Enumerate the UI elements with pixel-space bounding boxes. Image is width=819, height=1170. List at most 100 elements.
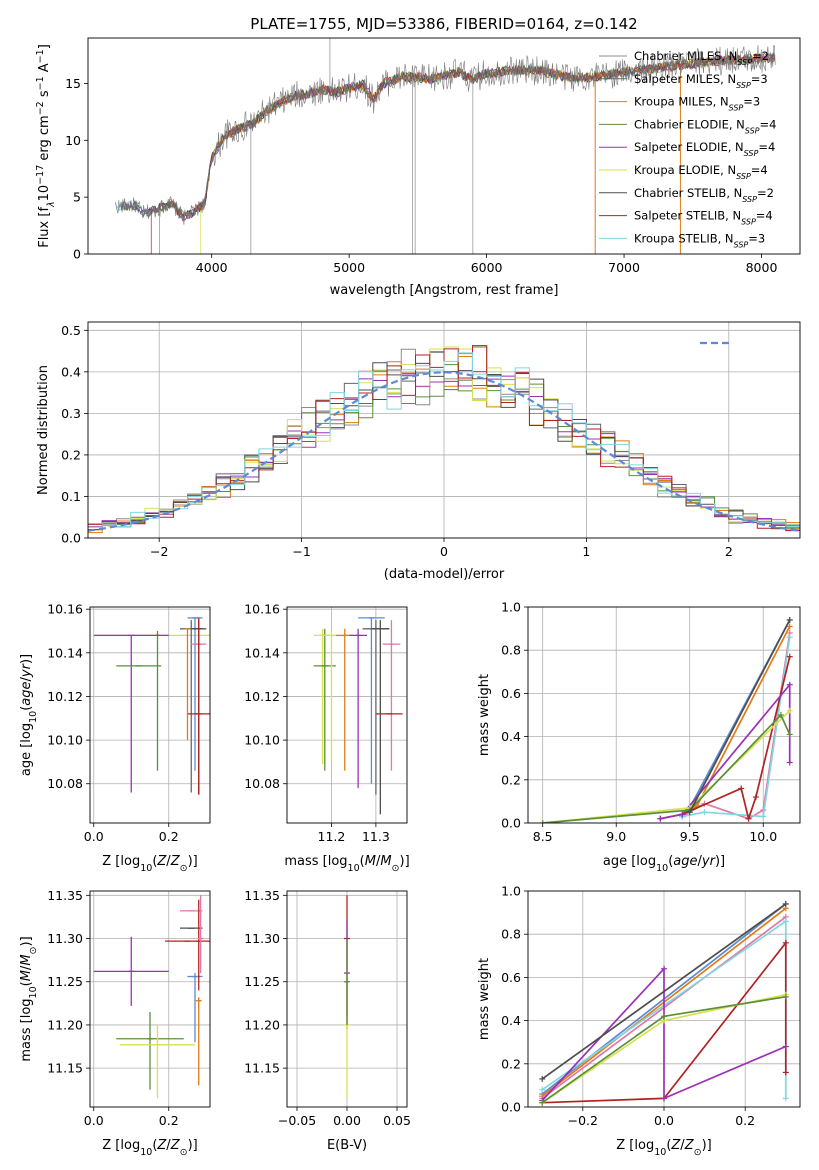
x-tick-label: 9.5 — [680, 829, 700, 844]
y-tick-label: 10.12 — [47, 689, 83, 704]
y-tick-label: 0.6 — [501, 686, 521, 701]
residuals-panel-frame — [87, 321, 801, 539]
mass-weight-vs-age-panel-y-label: mass weight — [477, 674, 492, 756]
mass-vs-EBV-panel-frame — [286, 890, 408, 1108]
mass-weight-line-8 — [688, 619, 791, 813]
x-tick-label: 9.0 — [606, 829, 626, 844]
mass-weight-vs-age-panel-frame — [527, 606, 801, 824]
spectrum-legend: Chabrier MILES, NSSP=2 Salpeter MILES, NS… — [599, 49, 776, 249]
x-tick-label: −0.05 — [278, 1113, 316, 1128]
y-tick-label: 10.08 — [47, 776, 83, 791]
x-tick-label: 0.0 — [654, 1113, 674, 1128]
spectrum-panel-frame — [87, 37, 801, 255]
x-tick-label: −1 — [292, 544, 310, 559]
x-tick-label: 0.05 — [383, 1113, 411, 1128]
y-tick-label: 10.14 — [244, 645, 280, 660]
residuals-panel-plot-area — [88, 322, 800, 538]
y-tick-label: 0.5 — [61, 323, 81, 338]
y-tick-label: 11.35 — [244, 888, 280, 903]
histogram-salp_elodie — [88, 371, 800, 532]
legend-label-krou_elodie: Kroupa ELODIE, NSSP=4 — [634, 163, 768, 181]
mass-vs-Z-panel-plot-area — [90, 891, 210, 1107]
x-tick-label: 11.2 — [318, 829, 346, 844]
y-tick-label: 0.0 — [61, 531, 81, 546]
age-vs-Z-panel-y-label: age [log10(age/yr)] — [19, 654, 39, 776]
mass-weight-line-4 — [542, 940, 787, 1104]
mass-vs-Z-panel-x-label: Z [log10(Z/Z⊙)] — [102, 1138, 197, 1158]
legend-label-salp_stelib: Salpeter STELIB, NSSP=4 — [634, 209, 773, 227]
age-vs-Z-panel-x-label: Z [log10(Z/Z⊙)] — [102, 854, 197, 874]
y-tick-label: 0.2 — [501, 1056, 521, 1071]
y-tick-label: 0.3 — [61, 406, 81, 421]
y-tick-label: 10 — [65, 133, 81, 148]
mass-vs-Z-panel-frame — [89, 890, 211, 1108]
y-tick-label: 0.2 — [61, 447, 81, 462]
x-tick-label: 0.00 — [333, 1113, 361, 1128]
x-tick-label: 0.0 — [84, 829, 104, 844]
mass-weight-vs-age-panel-plot-area — [528, 607, 800, 823]
y-tick-label: 0.1 — [61, 489, 81, 504]
y-tick-label: 10.10 — [47, 733, 83, 748]
residuals-y-label: Normed distribution — [36, 365, 51, 495]
y-tick-label: 0.2 — [501, 772, 521, 787]
mass-weight-line-7 — [542, 713, 791, 823]
legend-label-salp_miles: Salpeter MILES, NSSP=3 — [634, 72, 768, 90]
histogram-krou_elodie — [88, 346, 800, 531]
mass-weight-line-5 — [660, 682, 791, 820]
y-tick-label: 0.8 — [501, 927, 521, 942]
y-tick-label: 0.4 — [501, 1013, 521, 1028]
y-tick-label: 11.15 — [47, 1061, 83, 1076]
y-tick-label: 11.25 — [47, 974, 83, 989]
y-tick-label: 0.6 — [501, 970, 521, 985]
mass-weight-vs-Z-panel-y-label: mass weight — [477, 958, 492, 1040]
spectrum-x-label: wavelength [Angstrom, rest frame] — [330, 283, 559, 298]
legend-label-chab_stelib: Chabrier STELIB, NSSP=2 — [634, 186, 774, 204]
model-spectrum-salp_miles — [120, 52, 775, 221]
y-tick-label: 0.0 — [501, 1100, 521, 1115]
y-tick-label: 10.12 — [244, 689, 280, 704]
y-tick-label: 1.0 — [501, 884, 521, 899]
y-tick-label: 0.4 — [501, 729, 521, 744]
mass-weight-vs-age-panel: 8.5 9.0 9.5 10.0 0.0 0.2 0.4 0.6 0.8 1.0 age [log1… — [477, 600, 801, 874]
mass-weight-vs-Z-panel-x-label: Z [log10(Z/Z⊙)] — [616, 1138, 711, 1158]
y-tick-label: 15 — [65, 76, 81, 91]
y-tick-label: 0.0 — [501, 816, 521, 831]
x-tick-label: 4000 — [196, 260, 228, 275]
y-tick-label: 1.0 — [501, 600, 521, 615]
y-tick-label: 10.14 — [47, 645, 83, 660]
y-tick-label: 11.20 — [244, 1017, 280, 1032]
spectrum-y-label: Flux [fλ10−17 erg cm−2 s−1 A−1] — [35, 44, 57, 248]
mass-weight-line-3 — [682, 637, 791, 818]
x-tick-label: 0.2 — [735, 1113, 755, 1128]
y-tick-label: 0 — [73, 247, 81, 262]
y-tick-label: 10.10 — [244, 733, 280, 748]
y-tick-label: 11.15 — [244, 1061, 280, 1076]
mass-vs-EBV-panel: −0.05 0.00 0.05 11.15 11.20 11.25 11.30 11.35 E(… — [244, 888, 411, 1153]
x-tick-label: 1 — [582, 544, 590, 559]
mass-weight-vs-Z-panel-plot-area — [528, 891, 800, 1107]
y-tick-label: 11.20 — [47, 1017, 83, 1032]
x-tick-label: 8.5 — [533, 829, 553, 844]
age-vs-Z-panel-frame — [89, 606, 211, 824]
y-tick-label: 10.08 — [244, 776, 280, 791]
x-tick-label: 10.0 — [749, 829, 777, 844]
residuals-x-label: (data-model)/error — [384, 567, 505, 582]
observed-spectrum — [115, 45, 776, 225]
residuals-panel: −2 −1 0 1 2 0.0 0.1 0.2 0.3 0.4 0.5 (data-model)/er… — [36, 321, 801, 582]
mass-weight-vs-age-panel-x-label: age [log10(age/yr)] — [603, 854, 725, 874]
y-tick-label: 11.30 — [47, 931, 83, 946]
x-tick-label: −2 — [150, 544, 168, 559]
legend-label-chab_elodie: Chabrier ELODIE, NSSP=4 — [634, 117, 776, 135]
mass-weight-line-4 — [660, 656, 791, 822]
spectrum-panel-plot-area — [115, 38, 776, 254]
legend-label-krou_stelib: Kroupa STELIB, NSSP=3 — [634, 231, 765, 249]
x-tick-label: 7000 — [608, 260, 640, 275]
mass-vs-EBV-panel-plot-area — [287, 891, 407, 1107]
y-tick-label: 10.16 — [244, 602, 280, 617]
y-tick-label: 11.30 — [244, 931, 280, 946]
x-tick-label: 11.3 — [362, 829, 390, 844]
legend-label-salp_elodie: Salpeter ELODIE, NSSP=4 — [634, 140, 775, 158]
figure-title: PLATE=1755, MJD=53386, FIBERID=0164, z=0… — [250, 15, 637, 33]
x-tick-label: −0.2 — [568, 1113, 598, 1128]
